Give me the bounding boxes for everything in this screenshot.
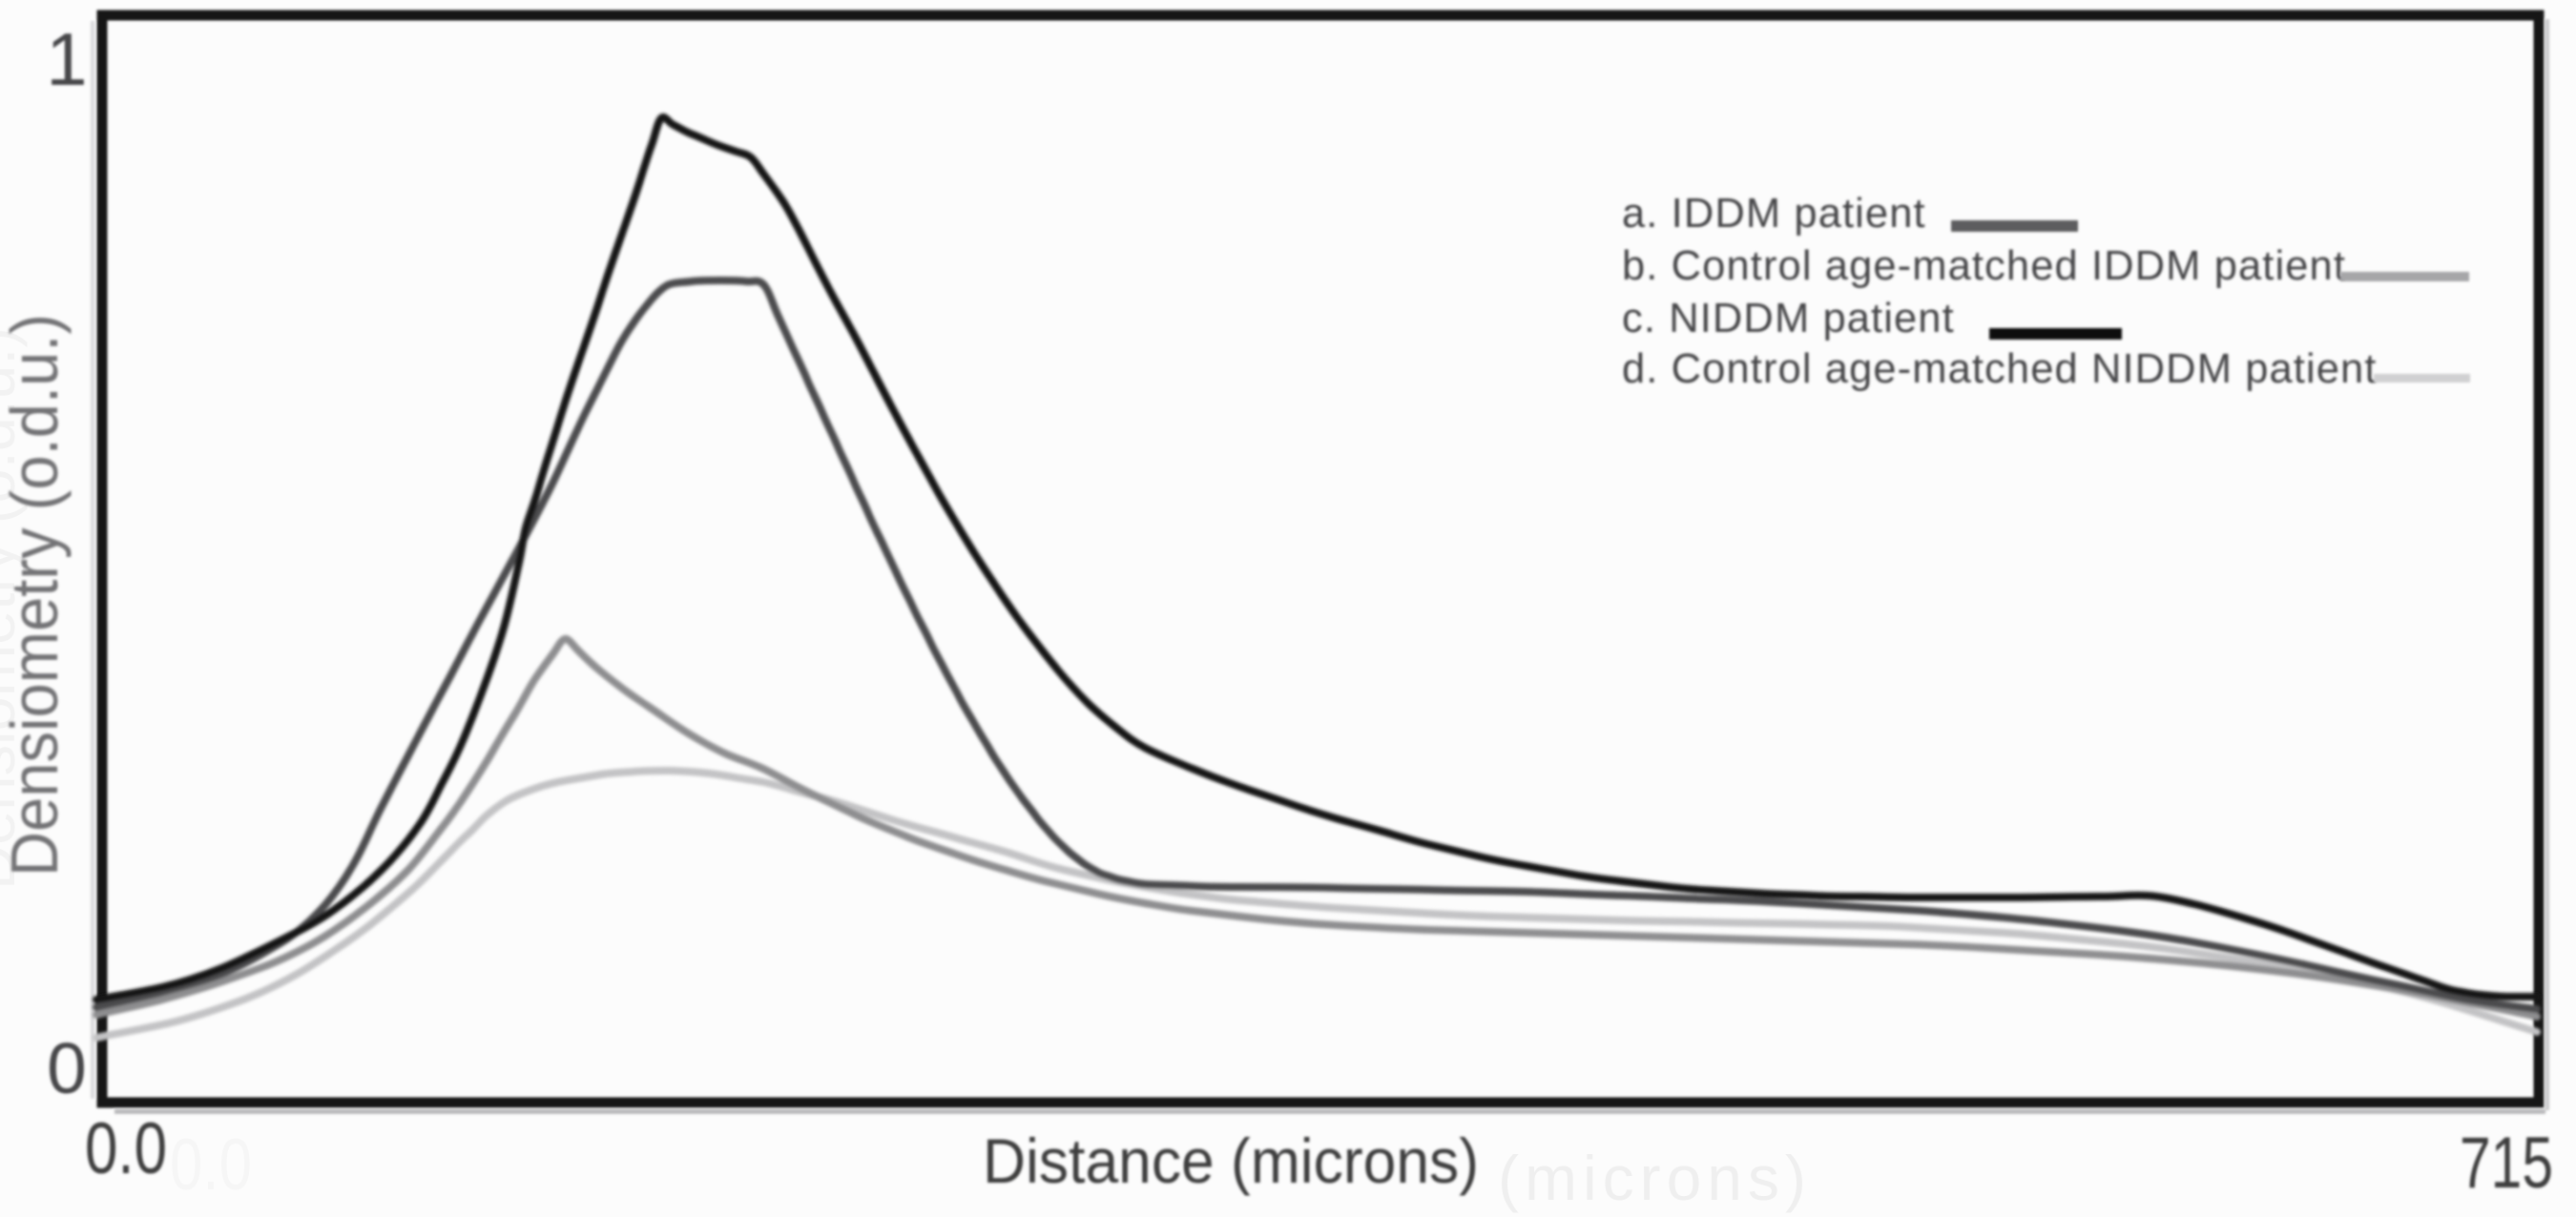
svg-text:Densiometry (o.d.u.): Densiometry (o.d.u.) <box>0 327 28 890</box>
svg-text:Distance (microns): Distance (microns) <box>983 1125 1479 1196</box>
svg-text:a. IDDM patient: a. IDDM patient <box>1622 191 1926 237</box>
svg-text:0.0: 0.0 <box>85 1108 167 1189</box>
svg-text:0.0: 0.0 <box>170 1124 252 1206</box>
svg-text:715: 715 <box>2460 1123 2553 1204</box>
svg-text:Densiometry (o.d.u.): Densiometry (o.d.u.) <box>0 314 72 877</box>
svg-text:(microns): (microns) <box>1498 1143 1812 1213</box>
svg-text:0: 0 <box>47 1028 87 1108</box>
svg-text:b. Control age-matched IDDM pa: b. Control age-matched IDDM patient <box>1622 243 2346 289</box>
svg-text:d. Control age-matched NIDDM p: d. Control age-matched NIDDM patient <box>1622 346 2378 392</box>
svg-text:1: 1 <box>46 17 87 101</box>
svg-text:c. NIDDM patient: c. NIDDM patient <box>1622 296 1955 341</box>
